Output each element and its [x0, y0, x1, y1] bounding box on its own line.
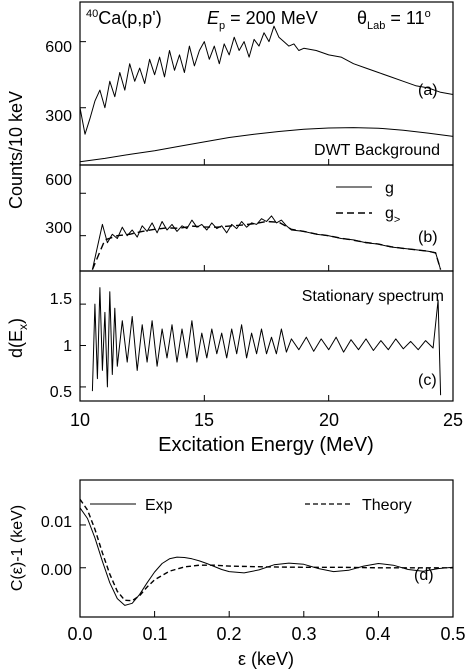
angle-superscript: o: [425, 8, 431, 20]
stationary-spectrum-label: Stationary spectrum: [302, 288, 444, 305]
legend-g-label: g: [385, 180, 394, 197]
legend-g-greater-base: g: [385, 205, 394, 222]
ytick-label-b-600: 600: [45, 172, 72, 189]
legend-theory-label: Theory: [362, 497, 412, 514]
dwt-background-label: DWT Background: [314, 142, 440, 159]
reaction-label: Ca(p,p'): [98, 8, 161, 28]
energy-variable: E: [207, 8, 220, 28]
legend-g-greater-subscript: >: [394, 214, 400, 226]
xtick-label-d-0.3: 0.3: [291, 624, 316, 644]
energy-value: = 200 MeV: [225, 8, 318, 28]
angle-value: = 11: [385, 8, 424, 28]
ytick-label-c-1.5: 1.5: [50, 291, 72, 308]
angle-subscript: Lab: [367, 20, 385, 32]
xtick-label-c-15: 15: [194, 410, 214, 430]
series-a-spectrum: [79, 25, 454, 135]
dex-end: ): [6, 318, 26, 324]
series-b-g-: [91, 220, 442, 270]
y-axis-title-counts: Counts/10 keV: [6, 91, 26, 209]
panel-d-label: (d): [414, 567, 434, 584]
ytick-label-c-0.5: 0.5: [50, 384, 72, 401]
series-a-dwt-background: [79, 127, 454, 163]
tick-marks: [79, 41, 454, 617]
series-d-exp: [79, 507, 454, 606]
panel-d-series: [79, 498, 454, 606]
x-axis-title-epsilon: ε (keV): [238, 649, 294, 669]
ytick-label-a-300: 300: [45, 108, 72, 125]
xtick-label-c-25: 25: [443, 410, 463, 430]
xtick-label-d-0.1: 0.1: [142, 624, 167, 644]
ytick-label-c-1.0: 1: [63, 338, 72, 355]
xtick-label-d-0.2: 0.2: [216, 624, 241, 644]
xtick-label-c-10: 10: [70, 410, 90, 430]
x-axis-title-energy: Excitation Energy (MeV): [158, 434, 374, 456]
series-b-g: [91, 215, 442, 270]
xtick-label-d-0.4: 0.4: [365, 624, 390, 644]
series-c-stationary: [91, 287, 442, 396]
angle-variable: θ: [357, 8, 367, 28]
panel-b-series: [91, 215, 442, 270]
xtick-label-c-20: 20: [319, 410, 339, 430]
panel-b-label: (b): [418, 229, 438, 246]
panel-d-frame: [79, 479, 454, 618]
series-d-theory: [79, 498, 453, 602]
panel-a-title: 40Ca(p,p'): [86, 8, 162, 28]
ytick-label-b-300: 300: [45, 220, 72, 237]
reaction-superscript: 40: [86, 8, 98, 20]
legend-g-greater-label: g>: [385, 205, 400, 226]
y-axis-title-correlation: C(ε)-1 (keV): [9, 505, 26, 591]
panel-a-label: (a): [418, 82, 438, 99]
panel-c-label: (c): [418, 372, 437, 389]
dex-subscript: x: [16, 324, 30, 330]
ytick-label-a-600: 600: [45, 39, 72, 56]
ytick-label-d-0.01: 0.01: [41, 514, 72, 531]
beam-energy-label: Ep = 200 MeV: [207, 8, 318, 32]
angle-label: θLab = 11o: [357, 8, 431, 32]
legend-exp-label: Exp: [145, 497, 173, 514]
y-axis-title-dex: d(Ex): [6, 318, 30, 358]
panel-c-frame: [79, 270, 454, 402]
dex-main: d(E: [6, 330, 26, 358]
xtick-label-d-0.0: 0.0: [67, 624, 92, 644]
panel-a-series: [79, 25, 454, 163]
ytick-label-d-0.00: 0.00: [41, 562, 72, 579]
xtick-label-d-0.5: 0.5: [440, 624, 465, 644]
energy-subscript: p: [219, 20, 225, 32]
panel-c-series: [91, 287, 442, 396]
